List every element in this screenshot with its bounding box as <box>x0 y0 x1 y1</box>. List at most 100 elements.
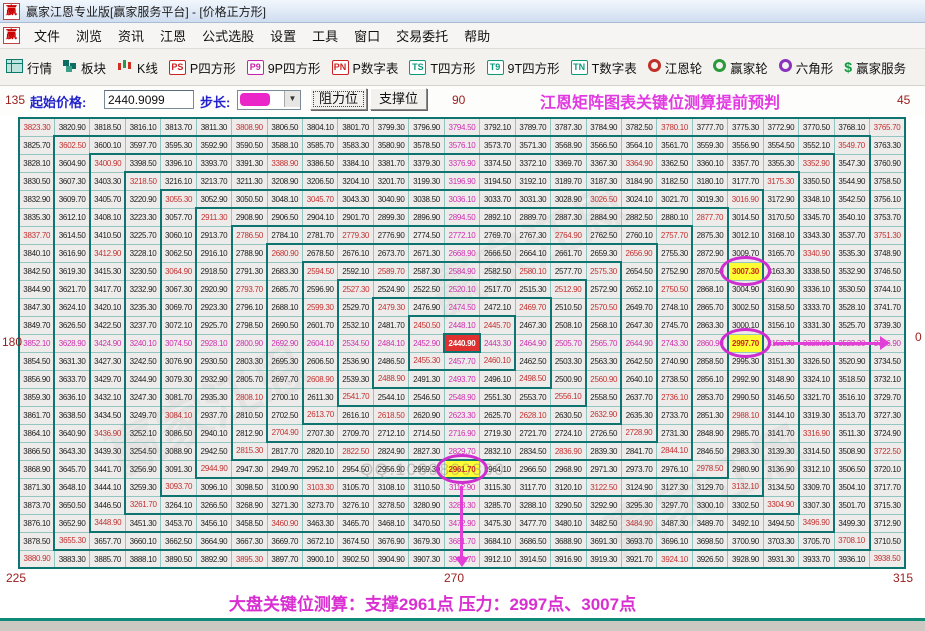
grid-cell[interactable]: 3285.70 <box>479 495 516 515</box>
grid-cell[interactable]: 3096.10 <box>195 477 233 497</box>
grid-cell[interactable]: 3477.70 <box>514 513 552 533</box>
grid-cell[interactable]: 3201.70 <box>372 171 410 191</box>
grid-cell[interactable]: 2503.30 <box>550 351 588 371</box>
grid-cell[interactable]: 3612.10 <box>53 207 91 227</box>
grid-cell[interactable]: 3763.30 <box>869 135 906 155</box>
grid-cell[interactable]: 3494.50 <box>762 513 800 533</box>
grid-cell[interactable]: 2688.10 <box>266 297 304 317</box>
grid-cell[interactable]: 2452.90 <box>407 333 445 353</box>
grid-cell[interactable]: 3475.30 <box>479 513 516 533</box>
grid-cell[interactable]: 2608.90 <box>301 369 339 389</box>
grid-cell[interactable]: 3170.50 <box>762 207 800 227</box>
grid-cell[interactable]: 2954.50 <box>337 459 374 479</box>
grid-cell[interactable]: 3772.90 <box>762 117 800 137</box>
grid-cell[interactable]: 3808.90 <box>231 117 268 137</box>
grid-cell[interactable]: 2695.30 <box>266 351 304 371</box>
grid-cell[interactable]: 2520.10 <box>443 279 481 299</box>
grid-cell[interactable]: 2455.30 <box>407 351 445 371</box>
grid-cell[interactable]: 3304.90 <box>762 495 800 515</box>
grid-cell[interactable]: 2539.30 <box>336 369 374 389</box>
step-dropdown[interactable]: ▼ <box>237 90 301 110</box>
grid-cell[interactable]: 3427.30 <box>88 351 126 371</box>
grid-cell[interactable]: 3703.30 <box>762 531 800 551</box>
grid-cell[interactable]: 3470.50 <box>408 513 445 533</box>
grid-cell[interactable]: 3888.10 <box>124 549 162 569</box>
grid-cell[interactable]: 3933.70 <box>798 549 835 569</box>
grid-cell[interactable]: 2594.50 <box>301 261 339 281</box>
grid-cell[interactable]: 3105.70 <box>337 477 374 497</box>
grid-cell[interactable]: 3276.10 <box>337 495 374 515</box>
grid-cell[interactable]: 3518.50 <box>833 369 871 389</box>
grid-cell[interactable]: 3573.70 <box>479 135 516 155</box>
grid-cell[interactable]: 3175.30 <box>762 171 800 191</box>
grid-cell[interactable]: 2834.50 <box>514 441 552 461</box>
grid-cell[interactable]: 2510.50 <box>550 297 588 317</box>
support-button[interactable]: 支撑位 <box>370 88 427 110</box>
grid-cell[interactable]: 2961.70 <box>443 459 481 479</box>
grid-cell[interactable]: 3592.90 <box>195 135 233 155</box>
grid-cell[interactable]: 2685.70 <box>266 279 304 299</box>
grid-cell[interactable]: 3180.10 <box>691 171 729 191</box>
grid-cell[interactable]: 2755.30 <box>656 243 694 263</box>
grid-cell[interactable]: 2978.50 <box>691 459 729 479</box>
grid-cell[interactable]: 3074.50 <box>159 333 197 353</box>
grid-cell[interactable]: 3328.90 <box>798 333 836 353</box>
grid-cell[interactable]: 3196.90 <box>443 171 481 191</box>
grid-cell[interactable]: 3016.90 <box>727 189 765 209</box>
grid-cell[interactable]: 3355.30 <box>762 153 800 173</box>
grid-cell[interactable]: 2692.90 <box>266 333 304 353</box>
grid-cell[interactable]: 2620.90 <box>408 405 445 425</box>
grid-cell[interactable]: 3732.10 <box>869 369 906 389</box>
grid-cell[interactable]: 2868.10 <box>691 279 729 299</box>
grid-cell[interactable]: 2731.30 <box>656 423 694 443</box>
grid-cell[interactable]: 2851.30 <box>691 405 729 425</box>
start-price-input[interactable] <box>104 90 194 109</box>
grid-cell[interactable]: 3938.50 <box>869 549 906 569</box>
grid-cell[interactable]: 3213.70 <box>195 171 233 191</box>
grid-cell[interactable]: 3729.70 <box>869 387 906 407</box>
grid-cell[interactable]: 3585.70 <box>301 135 339 155</box>
grid-cell[interactable]: 2964.10 <box>479 459 516 479</box>
grid-cell[interactable]: 3026.50 <box>585 189 622 209</box>
grid-cell[interactable]: 2839.30 <box>585 441 622 461</box>
grid-cell[interactable]: 2781.70 <box>301 225 339 245</box>
grid-cell[interactable]: 3326.50 <box>798 351 836 371</box>
grid-cell[interactable]: 3501.70 <box>833 495 871 515</box>
grid-cell[interactable]: 3348.10 <box>798 189 836 209</box>
grid-cell[interactable]: 3124.90 <box>620 477 658 497</box>
grid-cell[interactable]: 2863.30 <box>691 315 729 335</box>
grid-cell[interactable]: 2577.70 <box>550 261 587 281</box>
grid-cell[interactable]: 2820.10 <box>301 441 339 461</box>
grid-cell[interactable]: 3336.10 <box>798 279 836 299</box>
grid-cell[interactable]: 3064.90 <box>159 261 197 281</box>
grid-cell[interactable]: 3895.30 <box>231 549 268 569</box>
grid-cell[interactable]: 3108.10 <box>372 477 410 497</box>
grid-cell[interactable]: 3914.50 <box>514 549 552 569</box>
grid-cell[interactable]: 3849.70 <box>17 315 55 335</box>
grid-cell[interactable]: 3784.90 <box>585 117 622 137</box>
grid-cell[interactable]: 3398.50 <box>124 153 162 173</box>
menu-item-窗口[interactable]: 窗口 <box>354 29 381 44</box>
grid-cell[interactable]: 2440.90 <box>443 333 481 353</box>
grid-cell[interactable]: 2457.70 <box>443 351 481 371</box>
grid-cell[interactable]: 3542.50 <box>833 189 871 209</box>
grid-cell[interactable]: 2668.90 <box>443 243 481 263</box>
grid-cell[interactable]: 3662.50 <box>160 531 197 551</box>
grid-cell[interactable]: 3552.10 <box>798 135 835 155</box>
grid-cell[interactable]: 3273.70 <box>301 495 339 515</box>
grid-cell[interactable]: 2822.50 <box>337 441 374 461</box>
grid-cell[interactable]: 2488.90 <box>372 369 410 389</box>
toolbar-item[interactable]: 六角形 <box>778 58 833 77</box>
grid-cell[interactable]: 3002.50 <box>727 297 765 317</box>
grid-cell[interactable]: 3722.50 <box>869 441 906 461</box>
grid-cell[interactable]: 3184.90 <box>620 171 658 191</box>
grid-cell[interactable]: 2582.50 <box>479 261 516 281</box>
grid-cell[interactable]: 3156.10 <box>762 315 800 335</box>
grid-cell[interactable]: 2899.30 <box>372 207 410 227</box>
grid-cell[interactable]: 3364.90 <box>620 153 658 173</box>
grid-cell[interactable]: 3295.30 <box>620 495 658 515</box>
grid-cell[interactable]: 2500.90 <box>550 369 588 389</box>
grid-cell[interactable]: 3825.70 <box>17 135 55 155</box>
grid-cell[interactable]: 2990.50 <box>727 387 765 407</box>
grid-cell[interactable]: 2916.10 <box>195 243 233 263</box>
